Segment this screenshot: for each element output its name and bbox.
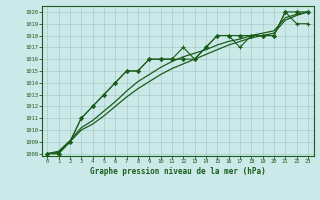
X-axis label: Graphe pression niveau de la mer (hPa): Graphe pression niveau de la mer (hPa) [90,167,266,176]
